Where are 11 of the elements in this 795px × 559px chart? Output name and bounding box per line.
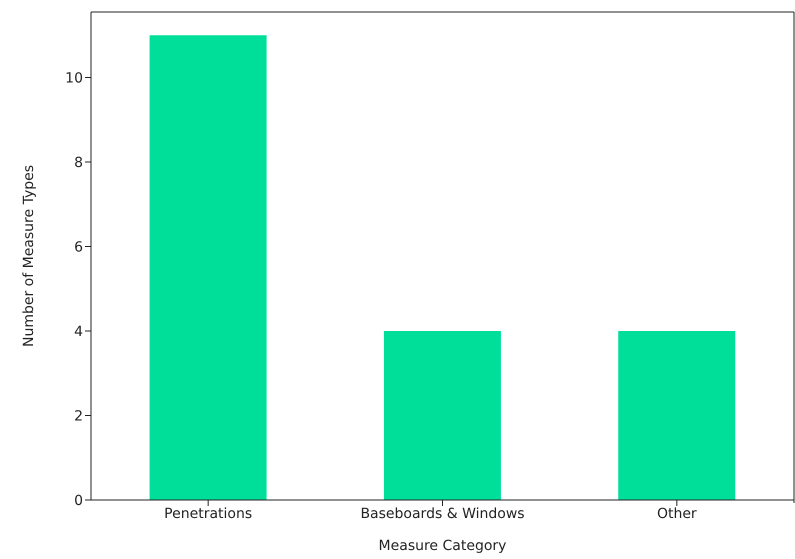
y-tick-label: 6 — [74, 239, 84, 256]
y-axis-title: Number of Measure Types — [20, 164, 37, 348]
y-tick-label: 8 — [74, 154, 83, 171]
x-tick-label: Other — [656, 506, 697, 522]
y-tick-label: 0 — [74, 492, 83, 509]
y-tick-label: 10 — [65, 70, 83, 86]
y-tick-label: 4 — [74, 324, 84, 340]
x-axis-title: Measure Category — [378, 538, 506, 554]
x-tick-label: Penetrations — [164, 506, 252, 522]
y-tick-label: 2 — [74, 408, 83, 424]
x-tick-label: Baseboards & Windows — [360, 506, 525, 522]
